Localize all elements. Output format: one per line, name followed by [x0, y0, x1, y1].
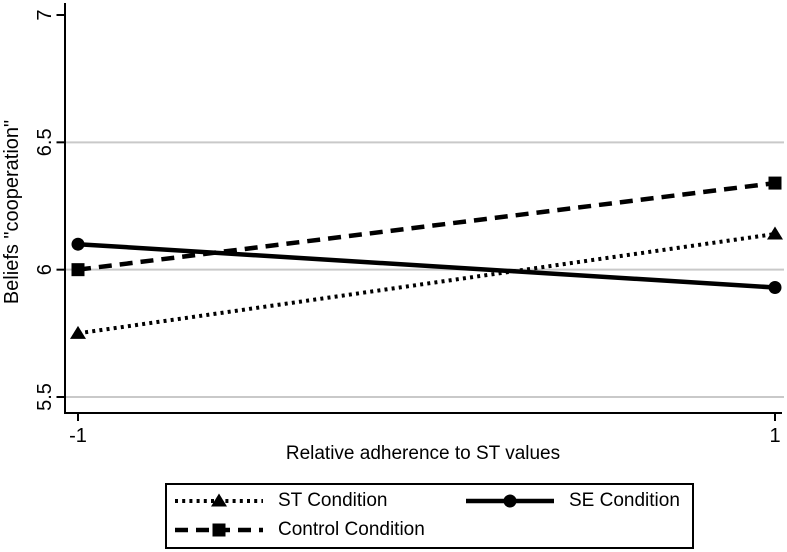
marker-square-control-condition — [71, 263, 85, 277]
legend-label-se-condition: SE Condition — [569, 489, 680, 511]
plot-canvas: 5.5 6 6.5 7 -1 1 Relative adherence to ST valu… — [1, 3, 784, 464]
series-line-st-condition — [77, 232, 776, 336]
y-tick-label-6.5: 6.5 — [34, 128, 56, 156]
legend-sample-marker-triangle — [211, 493, 227, 506]
legend-item-se-condition: SE Condition — [464, 486, 692, 515]
y-axis-title: Beliefs "cooperation" — [1, 120, 23, 304]
marker-triangle-st-condition — [767, 226, 783, 240]
legend-sample-solid-circle — [466, 494, 554, 507]
x-tick-label-1: 1 — [769, 425, 780, 447]
marker-circle-se-condition — [768, 280, 782, 294]
series-line-se-condition — [77, 241, 776, 290]
legend-sample-dashed-square — [175, 523, 263, 536]
marker-square-control-condition — [768, 176, 782, 190]
legend-sample-marker-square — [212, 523, 226, 536]
marker-circle-se-condition — [71, 237, 85, 251]
y-tick-label-5.5: 5.5 — [34, 383, 56, 411]
marker-triangle-st-condition — [70, 325, 86, 339]
series-line-control-condition — [77, 180, 776, 272]
y-tick-label-6: 6 — [34, 264, 56, 275]
legend-item-st-condition: ST Condition — [173, 486, 464, 515]
legend: ST Condition SE Condition Control Condit… — [165, 483, 694, 549]
legend-label-control-condition: Control Condition — [278, 518, 425, 540]
legend-label-st-condition: ST Condition — [278, 489, 388, 511]
legend-sample-marker-circle — [503, 494, 517, 507]
x-tick-label--1: -1 — [69, 425, 87, 447]
y-tick-label-7: 7 — [34, 9, 56, 20]
legend-sample-dotted-triangle — [175, 493, 263, 506]
x-axis-title: Relative adherence to ST values — [286, 443, 560, 464]
legend-item-control-condition: Control Condition — [173, 515, 464, 544]
